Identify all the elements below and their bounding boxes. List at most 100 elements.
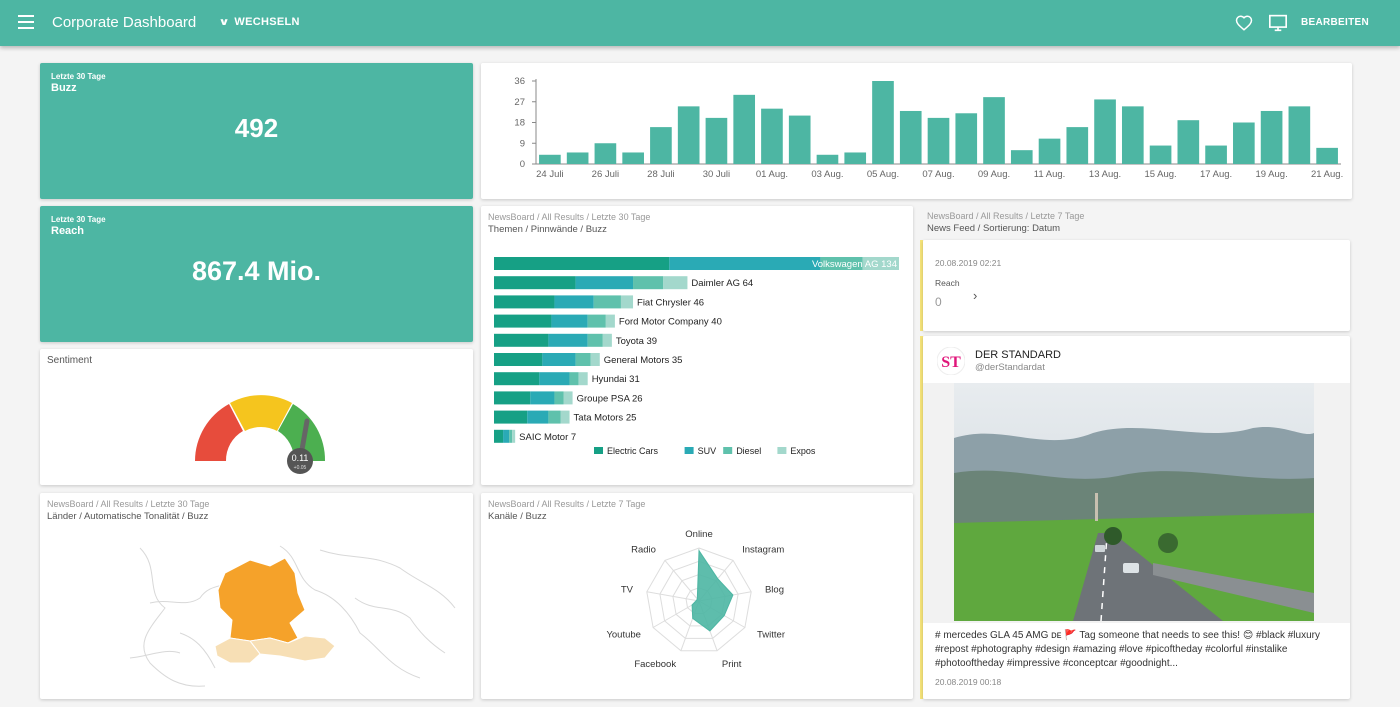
feed-post[interactable]: ST DER STANDARD @derStandardat # mercede…: [923, 336, 1350, 699]
radar-axis-label: Instagram: [742, 545, 784, 556]
feed-item[interactable]: 20.08.2019 02:21 Reach 0 ›: [923, 240, 1350, 331]
theme-bar-segment: [494, 333, 549, 347]
card-subtitle: Kanäle / Buzz: [488, 511, 547, 522]
feed-post-accent: [920, 336, 923, 699]
buzz-bar: [1010, 150, 1033, 164]
theme-bar-label: Volkswagen AG 134: [812, 259, 897, 270]
theme-bar-label: Fiat Chrysler 46: [637, 297, 704, 308]
gauge-sub: +0.05: [294, 465, 307, 471]
theme-bar-label: Groupe PSA 26: [577, 393, 643, 404]
radar-axis-label: Twitter: [757, 630, 785, 641]
themes-card[interactable]: NewsBoard / All Results / Letzte 30 Tage…: [481, 206, 913, 485]
y-tick-label: 18: [514, 118, 525, 129]
radar-axis-label: Radio: [631, 545, 656, 556]
sentiment-gauge: 0.11 +0.05: [195, 395, 326, 474]
theme-bar-label: Daimler AG 64: [691, 278, 753, 289]
channels-card[interactable]: NewsBoard / All Results / Letzte 7 Tage …: [481, 493, 913, 699]
theme-bar-segment: [494, 410, 528, 424]
post-text: # mercedes GLA 45 AMG ᴅᴇ 🚩 Tag someone t…: [935, 629, 1335, 671]
feed-item-accent: [920, 240, 923, 331]
post-text-line: #repost #photography #design #amazing #l…: [935, 644, 1288, 655]
radar-axis-label: Blog: [765, 584, 784, 595]
radar-axis-label: Online: [685, 529, 712, 540]
chevron-right-icon[interactable]: ›: [973, 288, 978, 303]
buzz-timeline-chart: 36 27 18 9 0 24 Juli 26 Juli 28 Juli 30 Juli 01 A…: [514, 76, 1343, 180]
edit-button[interactable]: BEARBEITEN: [1301, 17, 1370, 28]
legend-swatch: [594, 447, 603, 454]
post-image[interactable]: [923, 383, 1350, 623]
buzz-value: 492: [234, 113, 279, 143]
radar-axis-label: TV: [621, 584, 634, 595]
theme-bar-segment: [663, 276, 688, 290]
buzz-bar: [566, 152, 589, 164]
buzz-bar: [983, 97, 1005, 164]
buzz-bar: [1316, 147, 1338, 164]
radar-data-area: [691, 549, 734, 632]
theme-bar-segment: [593, 295, 621, 309]
x-tick-label: 03 Aug.: [811, 169, 843, 180]
buzz-bar: [622, 152, 644, 164]
radar-axis-label: Facebook: [634, 659, 676, 670]
feed-item-reach-value: 0: [935, 295, 942, 309]
sentiment-card[interactable]: Sentiment 0.11 +0.05: [40, 349, 473, 485]
hamburger-menu-icon[interactable]: [18, 15, 34, 29]
buzz-bar: [1094, 99, 1116, 164]
buzz-bar: [844, 152, 867, 164]
post-handle: @derStandardat: [975, 362, 1045, 373]
theme-bar-segment: [494, 391, 531, 405]
theme-bar-segment: [563, 391, 573, 405]
theme-bar-segment: [494, 295, 555, 309]
x-tick-label: 26 Juli: [592, 169, 619, 180]
buzz-bar: [1121, 106, 1144, 164]
x-tick-label: 11 Aug.: [1034, 169, 1066, 180]
reach-value: 867.4 Mio.: [191, 256, 322, 286]
theme-bar-segment: [494, 353, 543, 366]
dashboard-title: Corporate Dashboard: [52, 14, 197, 31]
buzz-bar: [1205, 145, 1227, 164]
x-tick-label: 28 Juli: [647, 169, 674, 180]
feed-item-date: 20.08.2019 02:21: [935, 258, 1002, 268]
buzz-kpi-card[interactable]: Letzte 30 Tage Buzz 492: [40, 63, 473, 199]
presentation-monitor-icon[interactable]: [1268, 14, 1288, 32]
theme-bar-label: Hyundai 31: [592, 374, 640, 385]
gauge-hub: [287, 448, 313, 474]
buzz-timeline-card[interactable]: 36 27 18 9 0 24 Juli 26 Juli 28 Juli 30 Juli 01 A…: [481, 63, 1352, 199]
buzz-bar: [1177, 120, 1200, 164]
radar-axis-label: Print: [722, 659, 742, 670]
kpi-period: Letzte 30 Tage: [51, 72, 106, 81]
breadcrumb: NewsBoard / All Results / Letzte 30 Tage: [488, 212, 651, 222]
theme-bar-segment: [602, 333, 612, 347]
buzz-bar: [677, 106, 700, 164]
theme-bar-segment: [605, 314, 615, 328]
post-date: 20.08.2019 00:18: [935, 677, 1002, 687]
radar-axis-line: [646, 591, 700, 602]
theme-bar-segment: [820, 257, 863, 270]
radar-grid-ring: [659, 560, 739, 639]
theme-bar-segment: [548, 333, 588, 347]
map-region-austria[interactable]: [249, 635, 336, 662]
y-tick-label: 27: [514, 97, 525, 108]
radar-grid-ring: [646, 547, 752, 652]
kpi-title: Buzz: [51, 82, 77, 94]
chevron-down-icon: ∨: [218, 17, 231, 28]
gauge-positive-segment: [278, 404, 326, 461]
theme-bar-segment: [509, 429, 513, 443]
x-tick-label: 24 Juli: [536, 169, 563, 180]
theme-bar-label: Ford Motor Company 40: [619, 317, 722, 328]
favorite-heart-icon[interactable]: [1235, 14, 1253, 32]
switch-dashboard-button[interactable]: ∨ WECHSELN: [218, 16, 300, 28]
theme-bar-segment: [587, 333, 603, 347]
theme-bar-segment: [512, 429, 516, 443]
sentiment-title: Sentiment: [47, 355, 93, 366]
x-tick-label: 05 Aug.: [867, 169, 899, 180]
breadcrumb: NewsBoard / All Results / Letzte 7 Tage: [488, 499, 646, 509]
reach-kpi-card[interactable]: Letzte 30 Tage Reach 867.4 Mio.: [40, 206, 473, 342]
legend-swatch: [684, 447, 694, 454]
map-region-germany[interactable]: [217, 557, 306, 644]
top-app-bar: Corporate Dashboard ∨ WECHSELN BEARBEITEN: [0, 0, 1400, 46]
countries-map-card[interactable]: NewsBoard / All Results / Letzte 30 Tage…: [40, 493, 473, 699]
map-region-switzerland[interactable]: [214, 637, 261, 664]
switch-label: WECHSELN: [234, 16, 300, 28]
theme-bar-segment: [620, 295, 634, 309]
theme-bar-label: General Motors 35: [604, 355, 683, 366]
